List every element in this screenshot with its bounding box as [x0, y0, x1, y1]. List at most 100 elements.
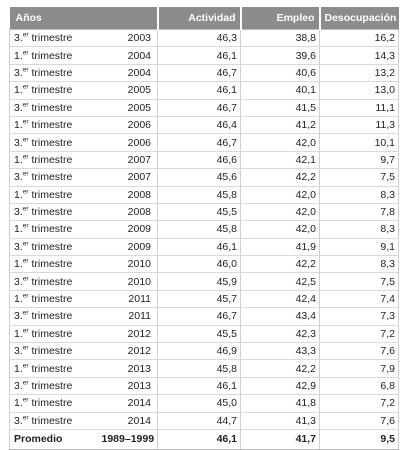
- unemployment-cell: 7,6: [319, 412, 399, 430]
- period-cell: 1.er trimestre: [9, 81, 98, 100]
- unemployment-cell: 8,3: [319, 255, 399, 274]
- table-row: 3.er trimestre 2007 45,6 42,2 7,5: [9, 168, 399, 187]
- activity-cell: 45,8: [157, 220, 241, 239]
- activity-cell: 46,1: [157, 377, 241, 396]
- period-cell: 1.er trimestre: [9, 220, 98, 239]
- year-cell: 2007: [97, 168, 158, 187]
- employment-statistics-table: Años Actividad Empleo Desocupación 3.er …: [9, 7, 399, 450]
- average-employment: 41,7: [240, 428, 320, 450]
- period-cell: 3.er trimestre: [9, 377, 98, 396]
- table-row: 1.er trimestre 2006 46,4 41,2 11,3: [9, 116, 399, 135]
- table-row: 1.er trimestre 2011 45,7 42,4 7,4: [9, 290, 399, 309]
- table-row: 1.er trimestre 2012 45,5 42,3 7,2: [9, 325, 399, 344]
- table-row: 1.er trimestre 2010 46,0 42,2 8,3: [9, 255, 399, 274]
- unemployment-cell: 7,9: [319, 359, 399, 378]
- year-cell: 2014: [97, 394, 158, 413]
- activity-cell: 46,7: [157, 99, 241, 117]
- unemployment-cell: 16,2: [319, 29, 399, 48]
- year-cell: 2013: [97, 359, 158, 378]
- activity-cell: 45,8: [157, 359, 241, 378]
- employment-cell: 39,6: [240, 46, 320, 65]
- year-cell: 2004: [97, 46, 158, 65]
- table-row: 3.er trimestre 2008 45,5 42,0 7,8: [9, 203, 399, 222]
- period-cell: 1.er trimestre: [9, 151, 98, 170]
- activity-cell: 46,9: [157, 342, 241, 361]
- activity-cell: 46,7: [157, 307, 241, 326]
- period-cell: 3.er trimestre: [9, 99, 98, 117]
- unemployment-cell: 14,3: [319, 46, 399, 65]
- activity-cell: 44,7: [157, 412, 241, 430]
- unemployment-cell: 7,5: [319, 272, 399, 291]
- employment-cell: 40,1: [240, 81, 320, 100]
- average-range: 1989–1999: [97, 428, 158, 450]
- employment-cell: 42,0: [240, 133, 320, 152]
- employment-cell: 40,6: [240, 64, 320, 83]
- table-row: 3.er trimestre 2012 46,9 43,3 7,6: [9, 342, 399, 361]
- period-cell: 1.er trimestre: [9, 359, 98, 378]
- period-cell: 3.er trimestre: [9, 203, 98, 222]
- period-cell: 3.er trimestre: [9, 64, 98, 83]
- table-row: 3.er trimestre 2009 46,1 41,9 9,1: [9, 238, 399, 257]
- period-cell: 1.er trimestre: [9, 394, 98, 413]
- activity-cell: 45,8: [157, 186, 241, 204]
- table-row: 3.er trimestre 2005 46,7 41,5 11,1: [9, 99, 399, 117]
- year-cell: 2012: [97, 342, 158, 361]
- table-row: 3.er trimestre 2006 46,7 42,0 10,1: [9, 133, 399, 152]
- activity-cell: 46,3: [157, 29, 241, 48]
- table-row: 1.er trimestre 2014 45,0 41,8 7,2: [9, 394, 399, 413]
- year-cell: 2010: [97, 272, 158, 291]
- employment-cell: 43,4: [240, 307, 320, 326]
- period-cell: 3.er trimestre: [9, 307, 98, 326]
- year-cell: 2009: [97, 220, 158, 239]
- employment-cell: 41,5: [240, 99, 320, 117]
- unemployment-cell: 7,6: [319, 342, 399, 361]
- employment-cell: 38,8: [240, 29, 320, 48]
- average-unemployment: 9,5: [319, 428, 399, 450]
- activity-cell: 46,7: [157, 64, 241, 83]
- activity-cell: 45,5: [157, 325, 241, 344]
- table-row: 3.er trimestre 2011 46,7 43,4 7,3: [9, 307, 399, 326]
- unemployment-cell: 10,1: [319, 133, 399, 152]
- year-cell: 2008: [97, 203, 158, 222]
- year-cell: 2008: [97, 186, 158, 204]
- period-cell: 3.er trimestre: [9, 133, 98, 152]
- period-cell: 1.er trimestre: [9, 255, 98, 274]
- table-row: 1.er trimestre 2008 45,8 42,0 8,3: [9, 186, 399, 204]
- year-cell: 2014: [97, 412, 158, 430]
- period-cell: 3.er trimestre: [9, 29, 98, 48]
- employment-cell: 42,0: [240, 203, 320, 222]
- period-cell: 3.er trimestre: [9, 412, 98, 430]
- unemployment-cell: 9,7: [319, 151, 399, 170]
- period-cell: 1.er trimestre: [9, 290, 98, 309]
- activity-cell: 45,0: [157, 394, 241, 413]
- year-cell: 2009: [97, 238, 158, 257]
- employment-cell: 41,9: [240, 238, 320, 257]
- unemployment-cell: 7,4: [319, 290, 399, 309]
- unemployment-cell: 6,8: [319, 377, 399, 396]
- unemployment-cell: 7,5: [319, 168, 399, 187]
- year-cell: 2006: [97, 133, 158, 152]
- employment-cell: 41,3: [240, 412, 320, 430]
- header-activity: Actividad: [157, 7, 242, 30]
- activity-cell: 46,7: [157, 133, 241, 152]
- year-cell: 2011: [97, 307, 158, 326]
- unemployment-cell: 9,1: [319, 238, 399, 257]
- table-body: 3.er trimestre 2003 46,3 38,8 16,2 1.er trime…: [9, 29, 399, 430]
- header-years: Años: [9, 7, 159, 30]
- employment-cell: 42,2: [240, 168, 320, 187]
- average-activity: 46,1: [157, 428, 241, 450]
- year-cell: 2005: [97, 81, 158, 100]
- activity-cell: 46,1: [157, 238, 241, 257]
- unemployment-cell: 11,1: [319, 99, 399, 117]
- activity-cell: 46,0: [157, 255, 241, 274]
- period-cell: 1.er trimestre: [9, 46, 98, 65]
- employment-cell: 42,1: [240, 151, 320, 170]
- period-cell: 1.er trimestre: [9, 325, 98, 344]
- employment-cell: 42,2: [240, 359, 320, 378]
- table-row: 3.er trimestre 2013 46,1 42,9 6,8: [9, 377, 399, 396]
- period-cell: 3.er trimestre: [9, 272, 98, 291]
- table-row: 3.er trimestre 2004 46,7 40,6 13,2: [9, 64, 399, 83]
- activity-cell: 46,6: [157, 151, 241, 170]
- activity-cell: 45,7: [157, 290, 241, 309]
- activity-cell: 45,5: [157, 203, 241, 222]
